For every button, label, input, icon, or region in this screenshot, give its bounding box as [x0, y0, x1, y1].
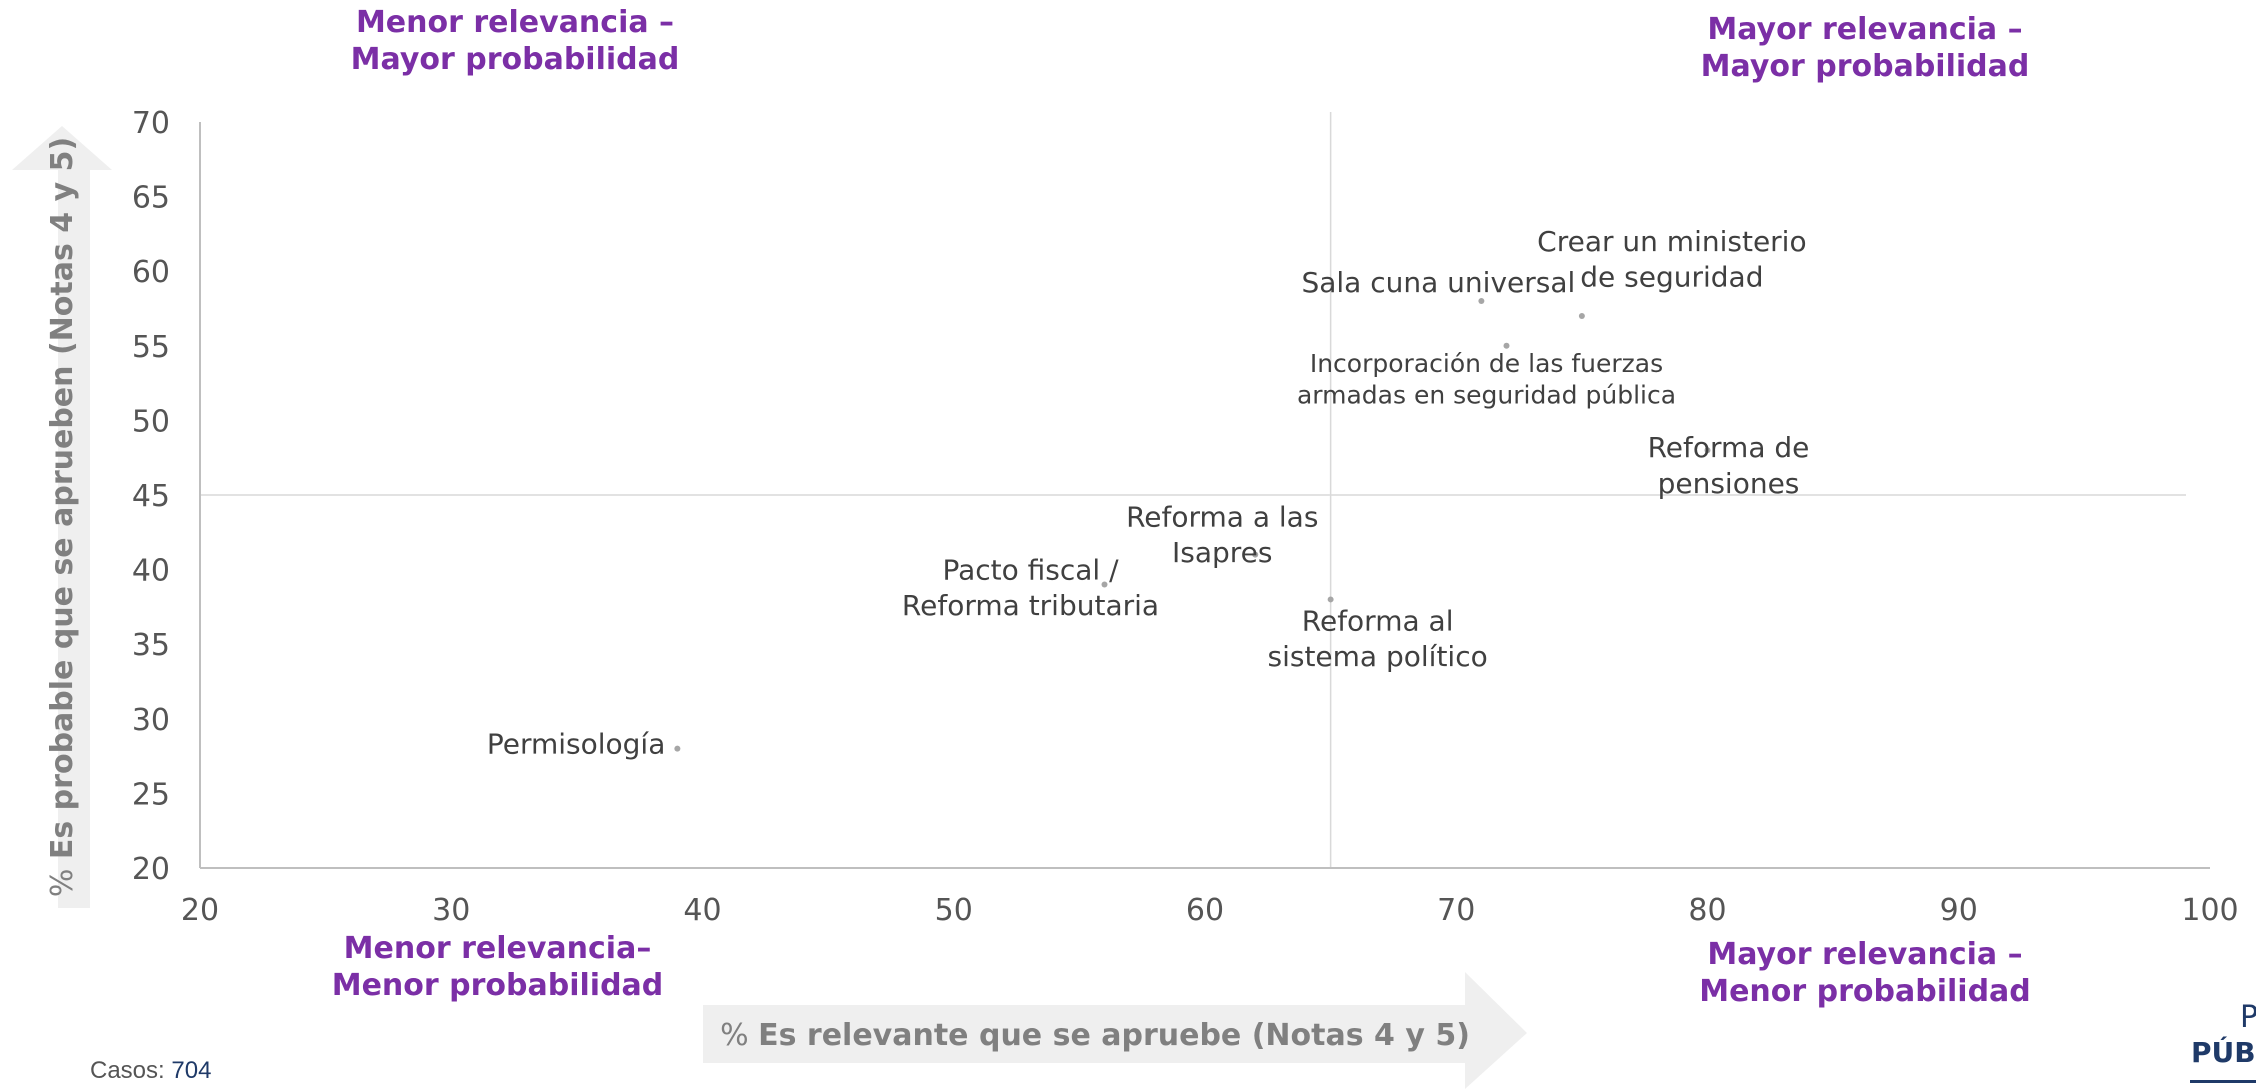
axes [199, 122, 2210, 869]
y-tick-label: 65 [132, 181, 170, 216]
y-tick-label: 20 [132, 852, 170, 887]
y-tick-label: 35 [132, 628, 170, 663]
quadrant-bottom-right-line1: Mayor relevancia – [1707, 937, 2023, 972]
cases-label: Casos: [90, 1057, 165, 1084]
data-point-label: Permisología [487, 728, 666, 761]
quadrant-top-right-line2: Mayor probabilidad [1700, 49, 2030, 84]
data-point-label: Incorporación de las fuerzas armadas en s… [1297, 349, 1676, 410]
x-tick-label: 50 [935, 893, 973, 928]
reference-lines [200, 112, 2186, 868]
data-points: Permisología Pacto fiscal / Reforma tribut… [487, 225, 1810, 761]
data-point-label: Reforma de pensiones [1648, 431, 1810, 500]
y-tick-label: 60 [132, 255, 170, 290]
y-tick-label: 55 [132, 330, 170, 365]
y-tick-label: 30 [132, 703, 170, 738]
x-tick-label: 90 [1940, 893, 1978, 928]
data-point [1327, 596, 1334, 603]
x-axis-arrow [703, 972, 1527, 1089]
data-point-label: Sala cuna universal [1301, 266, 1575, 299]
data-point-label: Crear un ministerio de seguridad [1537, 225, 1806, 294]
quadrant-top-left-line2: Mayor probabilidad [350, 42, 680, 77]
x-tick-label: 70 [1437, 893, 1475, 928]
axis-arrows [12, 126, 1527, 1089]
brand-logo: P PÚB [2188, 1000, 2256, 1089]
data-point [1704, 447, 1711, 454]
logo-underline [2190, 1080, 2256, 1083]
y-axis-arrow [12, 126, 112, 908]
quadrant-bottom-left-line1: Menor relevancia– [343, 931, 652, 966]
axis-titles: % Es relevante que se apruebe (Notas 4 y… [45, 137, 1470, 1053]
y-tick-label: 50 [132, 404, 170, 439]
x-tick-label: 60 [1186, 893, 1224, 928]
logo-text-line1: P [2240, 1000, 2256, 1035]
data-point-label: Reforma a las Isapres [1126, 501, 1318, 570]
x-axis-title: % Es relevante que se apruebe (Notas 4 y… [720, 1018, 1470, 1053]
x-tick-label: 80 [1688, 893, 1726, 928]
cases-count: Casos: 704 [90, 1057, 211, 1085]
data-point [1503, 342, 1510, 349]
y-axis-title: % Es probable que se aprueben (Notas 4 y… [45, 137, 80, 897]
y-tick-label: 45 [132, 479, 170, 514]
y-tick-label: 25 [132, 777, 170, 812]
data-point [1578, 312, 1585, 319]
x-tick-label: 40 [683, 893, 721, 928]
x-tick-label: 30 [432, 893, 470, 928]
x-tick-label: 100 [2181, 893, 2238, 928]
quadrant-bottom-left-line2: Menor probabilidad [331, 968, 664, 1003]
data-point [1252, 551, 1259, 558]
data-point-label: Reforma al sistema político [1268, 604, 1488, 673]
quadrant-top-right-line1: Mayor relevancia – [1707, 12, 2023, 47]
quadrant-bottom-right-line2: Menor probabilidad [1699, 974, 2031, 1009]
logo-text-line2: PÚB [2191, 1036, 2256, 1069]
quadrant-top-left-label: Menor relevancia – Mayor probabilidad [300, 4, 730, 78]
data-point [674, 745, 681, 752]
quadrant-top-right-label: Mayor relevancia – Mayor probabilidad [1640, 11, 2090, 85]
y-tick-label: 70 [132, 106, 170, 141]
tick-labels: 20 30 40 50 60 70 80 90 100 20 25 30 35 40 45 50 55 60 65 7… [132, 106, 2239, 928]
data-point [1101, 581, 1108, 588]
y-tick-label: 40 [132, 554, 170, 589]
cases-value: 704 [171, 1057, 212, 1084]
quadrant-bottom-left-label: Menor relevancia– Menor probabilidad [290, 930, 705, 1004]
data-point [1478, 298, 1485, 305]
quadrant-bottom-right-label: Mayor relevancia – Menor probabilidad [1640, 936, 2090, 1010]
quadrant-top-left-line1: Menor relevancia – [355, 5, 675, 40]
x-tick-label: 20 [181, 893, 219, 928]
data-point-label: Pacto fiscal / Reforma tributaria [902, 554, 1159, 623]
